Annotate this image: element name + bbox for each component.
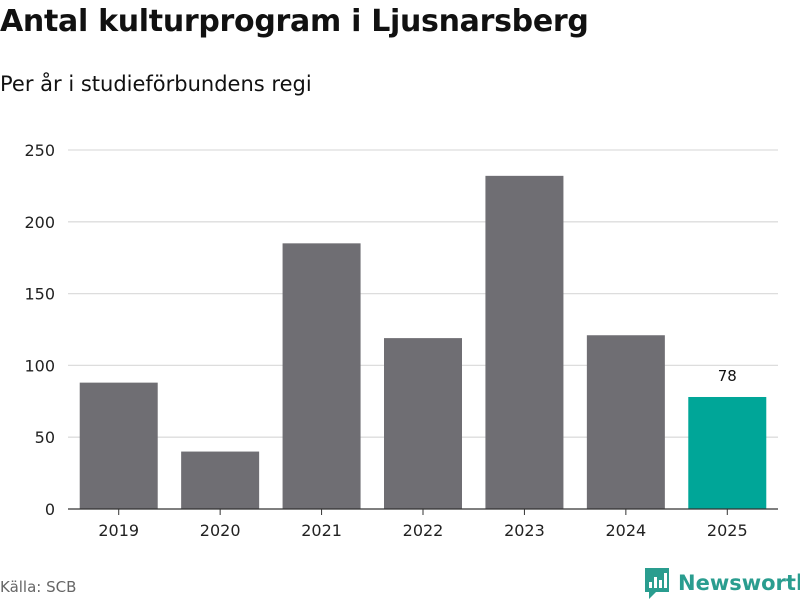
bar-2021 [282, 243, 361, 509]
bar-2022 [384, 338, 462, 509]
data-label: 78 [718, 367, 737, 385]
x-tick-label-2020: 2020 [200, 521, 241, 540]
x-tick-label-2019: 2019 [98, 521, 139, 540]
y-tick-label: 50 [35, 428, 55, 447]
x-tick-label-2023: 2023 [504, 521, 545, 540]
newsworthy-logo-icon [645, 568, 669, 599]
chart-title: Antal kulturprogram i Ljusnarsberg [0, 4, 589, 39]
bar-2025 [688, 396, 767, 509]
y-axis-ticks: 0 50 100 150 200 250 [24, 141, 55, 519]
y-tick-label: 250 [24, 141, 55, 160]
x-tick-label-2024: 2024 [605, 521, 646, 540]
x-tick-label-2025: 2025 [707, 521, 748, 540]
brand-name: Newsworthy [678, 571, 800, 595]
bar-2019 [79, 382, 158, 509]
bar-2023 [485, 175, 564, 509]
x-axis-ticks: 2019 2020 2021 2022 2023 2024 2025 [98, 509, 748, 540]
bar-2024 [586, 335, 665, 509]
x-tick-label-2022: 2022 [403, 521, 444, 540]
x-tick-label-2021: 2021 [301, 521, 342, 540]
data-labels: 78 [718, 367, 737, 385]
chart-subtitle: Per år i studieförbundens regi [0, 72, 312, 96]
y-tick-label: 200 [24, 213, 55, 232]
y-tick-label: 0 [45, 500, 55, 519]
brand-logo: Newsworthy [644, 566, 800, 600]
source-note: Källa: SCB [0, 578, 77, 596]
bars [79, 175, 767, 509]
bar-2020 [181, 451, 260, 509]
y-tick-label: 100 [24, 356, 55, 375]
y-tick-label: 150 [24, 285, 55, 304]
